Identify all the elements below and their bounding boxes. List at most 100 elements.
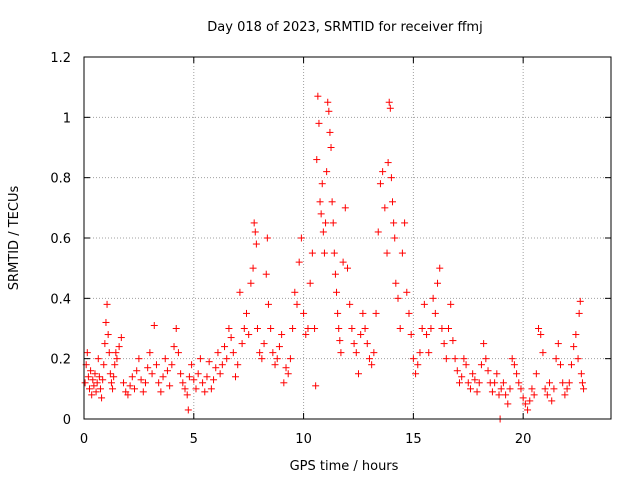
data-point — [302, 331, 310, 339]
data-point — [245, 331, 253, 339]
data-point — [438, 325, 446, 332]
data-point — [350, 340, 358, 348]
data-point — [152, 361, 160, 369]
data-point — [107, 379, 115, 387]
data-point — [552, 355, 560, 363]
data-point — [392, 279, 400, 287]
data-point — [526, 397, 534, 405]
data-point — [409, 355, 417, 363]
data-point — [561, 391, 569, 399]
data-point — [146, 349, 154, 357]
data-point — [93, 379, 101, 387]
data-point — [372, 309, 380, 317]
data-point — [577, 370, 585, 378]
data-point — [488, 388, 496, 396]
data-point — [242, 309, 250, 317]
data-point — [232, 373, 240, 381]
data-point — [383, 249, 391, 257]
data-point — [515, 379, 523, 387]
data-point — [312, 382, 320, 390]
data-point — [322, 219, 330, 227]
data-point — [401, 219, 409, 227]
data-point — [295, 258, 303, 266]
data-point — [218, 361, 226, 369]
data-point — [316, 198, 324, 206]
data-point — [391, 234, 399, 242]
data-point — [563, 385, 571, 393]
data-point — [398, 249, 406, 257]
data-point — [225, 325, 233, 332]
data-point — [247, 279, 255, 287]
data-point — [128, 373, 136, 381]
data-point — [390, 219, 398, 227]
data-point — [96, 385, 104, 393]
y-tick-label: 1 — [63, 111, 71, 126]
data-point — [528, 385, 536, 393]
data-point — [330, 249, 338, 257]
data-point — [98, 394, 106, 402]
data-point — [157, 388, 165, 396]
data-point — [575, 309, 583, 317]
data-point — [346, 300, 354, 308]
data-point — [352, 349, 360, 357]
data-point — [168, 361, 176, 369]
data-point — [497, 385, 505, 393]
data-point — [104, 331, 112, 339]
data-point — [548, 397, 556, 405]
data-point — [253, 325, 261, 332]
data-point — [109, 385, 117, 393]
data-point — [521, 400, 529, 408]
data-point — [103, 300, 111, 308]
x-tick-label: 0 — [80, 432, 88, 447]
data-point — [363, 340, 371, 348]
data-point — [535, 325, 543, 332]
data-point — [495, 391, 503, 399]
x-tick-label: 5 — [190, 432, 198, 447]
x-tick-label: 20 — [515, 432, 532, 447]
data-point — [304, 325, 312, 332]
data-point — [336, 337, 344, 345]
data-point — [328, 198, 336, 206]
data-point — [386, 104, 394, 112]
data-point — [576, 297, 584, 305]
data-point — [379, 168, 387, 176]
data-point — [155, 379, 163, 387]
data-point — [554, 340, 562, 348]
data-point — [543, 391, 551, 399]
data-point — [580, 385, 588, 393]
data-point — [318, 180, 326, 188]
y-tick-label: 1.2 — [50, 51, 71, 66]
data-point — [357, 331, 365, 339]
data-point — [170, 343, 178, 351]
data-point — [256, 349, 264, 357]
data-point — [181, 385, 189, 393]
data-point — [491, 379, 499, 387]
data-point — [313, 156, 321, 164]
data-point — [324, 98, 332, 106]
data-point — [111, 361, 119, 369]
data-point — [532, 370, 540, 378]
x-tick-label: 15 — [405, 432, 422, 447]
data-point — [263, 234, 271, 242]
data-point — [267, 325, 275, 332]
data-point — [504, 400, 512, 408]
data-point — [89, 376, 97, 384]
y-tick-label: 0.2 — [50, 353, 71, 368]
data-point — [442, 355, 450, 363]
y-tick-label: 0 — [63, 413, 71, 428]
data-point — [436, 264, 444, 272]
data-point — [462, 361, 470, 369]
data-point — [337, 349, 345, 357]
data-point — [469, 370, 477, 378]
data-point — [188, 361, 196, 369]
data-point — [429, 294, 437, 302]
data-point — [249, 264, 257, 272]
data-point — [541, 385, 549, 393]
data-point — [105, 349, 113, 357]
data-point — [574, 355, 582, 363]
data-point — [84, 373, 92, 381]
data-point — [280, 379, 288, 387]
data-point — [144, 364, 152, 372]
data-point — [199, 379, 207, 387]
